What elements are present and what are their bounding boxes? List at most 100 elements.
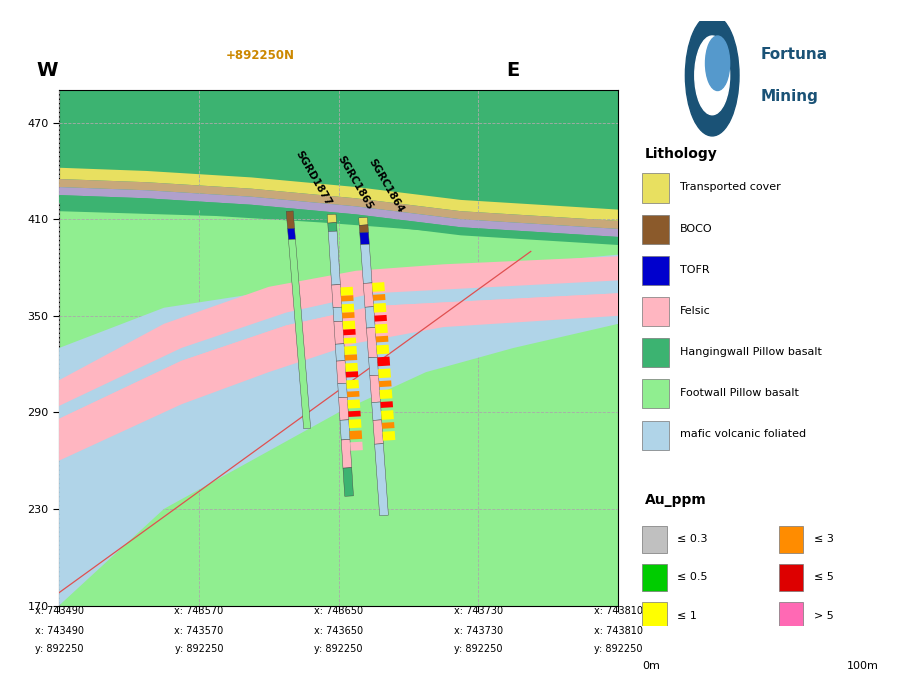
Polygon shape [350, 442, 363, 451]
Text: ≤ 0.3: ≤ 0.3 [677, 535, 708, 544]
Bar [643, 379, 669, 409]
Text: y: 892250: y: 892250 [175, 644, 223, 654]
Text: Felsic: Felsic [680, 306, 711, 316]
Polygon shape [345, 346, 357, 355]
Polygon shape [382, 422, 395, 429]
Polygon shape [286, 211, 295, 229]
Polygon shape [345, 371, 358, 377]
Text: 0m: 0m [643, 661, 660, 671]
Text: x: 743490: x: 743490 [35, 606, 84, 615]
Polygon shape [361, 244, 372, 283]
Bar [779, 564, 804, 591]
Polygon shape [334, 322, 344, 345]
Text: ≤ 3: ≤ 3 [814, 535, 834, 544]
Polygon shape [59, 179, 618, 229]
Text: SGRD1877: SGRD1877 [294, 150, 333, 208]
Polygon shape [359, 225, 368, 232]
Polygon shape [336, 361, 346, 383]
Polygon shape [372, 282, 385, 292]
Bar [819, 687, 878, 696]
Polygon shape [339, 397, 349, 420]
Circle shape [705, 36, 730, 90]
Polygon shape [344, 338, 356, 344]
Polygon shape [360, 232, 369, 245]
Text: ≤ 1: ≤ 1 [677, 610, 697, 621]
Polygon shape [373, 420, 384, 444]
Polygon shape [378, 368, 391, 378]
Polygon shape [373, 294, 385, 301]
Text: +892250N: +892250N [225, 49, 295, 62]
Text: x: 743570: x: 743570 [175, 606, 224, 615]
Text: x: 743650: x: 743650 [314, 626, 364, 636]
Text: y: 892250: y: 892250 [594, 644, 643, 654]
Bar [702, 687, 761, 696]
Text: ≤ 0.5: ≤ 0.5 [677, 572, 708, 583]
Bar [643, 256, 669, 285]
Text: Fortuna: Fortuna [761, 47, 827, 62]
Text: SGRC1864: SGRC1864 [366, 157, 405, 214]
Bar [643, 602, 666, 628]
Polygon shape [345, 354, 357, 361]
Polygon shape [372, 402, 382, 420]
Bar [779, 526, 804, 553]
Text: Mining: Mining [761, 89, 818, 104]
Polygon shape [338, 383, 347, 397]
Polygon shape [366, 328, 377, 358]
Polygon shape [375, 335, 388, 342]
Text: Transported cover: Transported cover [680, 182, 781, 192]
Polygon shape [374, 303, 386, 313]
Text: x: 743490: x: 743490 [35, 626, 84, 636]
Polygon shape [346, 380, 359, 389]
Text: Lithology: Lithology [645, 147, 718, 161]
Polygon shape [341, 439, 352, 468]
Bar [643, 526, 666, 553]
Polygon shape [59, 90, 618, 239]
Text: y: 892250: y: 892250 [315, 644, 363, 654]
Bar [643, 420, 669, 450]
Polygon shape [345, 363, 358, 372]
Text: TOFR: TOFR [680, 264, 710, 275]
Polygon shape [332, 285, 342, 308]
Polygon shape [333, 307, 343, 322]
Polygon shape [375, 315, 387, 322]
Polygon shape [348, 411, 361, 417]
Polygon shape [368, 357, 378, 376]
Text: Hangingwall Pillow basalt: Hangingwall Pillow basalt [680, 347, 822, 357]
Polygon shape [375, 443, 388, 516]
Text: Footwall Pillow basalt: Footwall Pillow basalt [680, 388, 799, 398]
Polygon shape [379, 381, 392, 387]
Text: ≤ 5: ≤ 5 [814, 572, 834, 583]
Circle shape [694, 36, 730, 115]
Polygon shape [287, 228, 295, 239]
Polygon shape [343, 468, 354, 496]
Polygon shape [381, 410, 394, 420]
Polygon shape [59, 168, 618, 221]
Text: y: 892250: y: 892250 [454, 644, 503, 654]
Polygon shape [59, 293, 618, 429]
Polygon shape [327, 214, 336, 223]
Polygon shape [376, 345, 389, 354]
Bar [643, 338, 669, 367]
Polygon shape [347, 400, 360, 409]
Polygon shape [341, 295, 354, 301]
Polygon shape [349, 419, 362, 428]
Polygon shape [342, 312, 355, 318]
Polygon shape [380, 389, 393, 399]
Text: 100m: 100m [846, 661, 878, 671]
Text: mafic volcanic foliated: mafic volcanic foliated [680, 429, 806, 439]
Polygon shape [335, 344, 345, 361]
Text: y: 892250: y: 892250 [35, 644, 84, 654]
Text: x: 743570: x: 743570 [175, 626, 224, 636]
Polygon shape [59, 187, 618, 237]
Polygon shape [59, 280, 618, 419]
Polygon shape [364, 283, 374, 307]
Polygon shape [59, 256, 618, 461]
Polygon shape [59, 255, 618, 606]
Polygon shape [340, 420, 350, 440]
Text: > 5: > 5 [814, 610, 834, 621]
Text: Au_ppm: Au_ppm [645, 493, 707, 507]
Bar [761, 687, 819, 696]
Polygon shape [328, 223, 337, 232]
Polygon shape [343, 329, 355, 335]
Polygon shape [341, 287, 354, 296]
